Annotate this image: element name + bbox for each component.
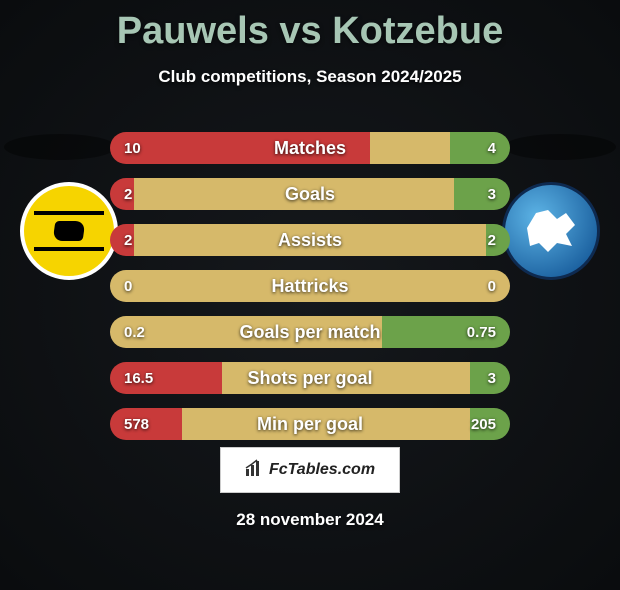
bar-segment-mid xyxy=(222,362,470,394)
page-title: Pauwels vs Kotzebue xyxy=(0,10,620,53)
stat-row: Goals23 xyxy=(110,178,510,210)
footer-site-label: FcTables.com xyxy=(269,461,375,479)
chart-icon xyxy=(245,459,263,482)
bar-segment-right xyxy=(470,362,510,394)
stat-row: Assists22 xyxy=(110,224,510,256)
footer-date: 28 november 2024 xyxy=(0,510,620,530)
team-crest-right xyxy=(502,182,600,280)
bar-segment-right xyxy=(454,178,510,210)
page-subtitle: Club competitions, Season 2024/2025 xyxy=(0,67,620,87)
marker-ellipse-right xyxy=(504,134,616,160)
bar-segment-left xyxy=(110,408,182,440)
marker-ellipse-left xyxy=(4,134,116,160)
stat-row: Shots per goal16.53 xyxy=(110,362,510,394)
bar-segment-mid xyxy=(134,178,454,210)
bar-segment-left xyxy=(110,224,134,256)
stat-row: Min per goal578205 xyxy=(110,408,510,440)
stat-row: Matches104 xyxy=(110,132,510,164)
bar-segment-mid xyxy=(370,132,450,164)
footer-site-badge[interactable]: FcTables.com xyxy=(220,447,400,493)
bar-segment-mid xyxy=(110,270,510,302)
team-crest-left xyxy=(20,182,118,280)
stat-row: Hattricks00 xyxy=(110,270,510,302)
bar-segment-left xyxy=(110,132,370,164)
bar-segment-left xyxy=(110,178,134,210)
bar-segment-right xyxy=(486,224,510,256)
stat-row: Goals per match0.20.75 xyxy=(110,316,510,348)
bar-segment-mid xyxy=(182,408,470,440)
stats-bars: Matches104 Goals23 Assists22 Hattricks00 Goa… xyxy=(110,132,510,454)
bar-segment-right xyxy=(450,132,510,164)
bar-segment-mid xyxy=(110,316,382,348)
bar-segment-left xyxy=(110,362,222,394)
bar-segment-mid xyxy=(134,224,486,256)
bar-segment-right xyxy=(470,408,510,440)
bar-segment-right xyxy=(382,316,510,348)
